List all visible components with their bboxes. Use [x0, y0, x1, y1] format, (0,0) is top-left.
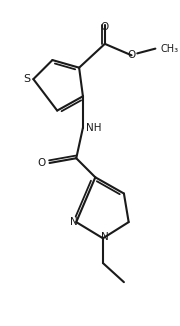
Text: S: S: [23, 74, 30, 84]
Text: NH: NH: [86, 123, 101, 133]
Text: O: O: [37, 158, 46, 168]
Text: O: O: [127, 50, 136, 60]
Text: O: O: [101, 22, 109, 32]
Text: N: N: [101, 232, 109, 242]
Text: N: N: [70, 217, 78, 227]
Text: CH₃: CH₃: [160, 44, 178, 53]
